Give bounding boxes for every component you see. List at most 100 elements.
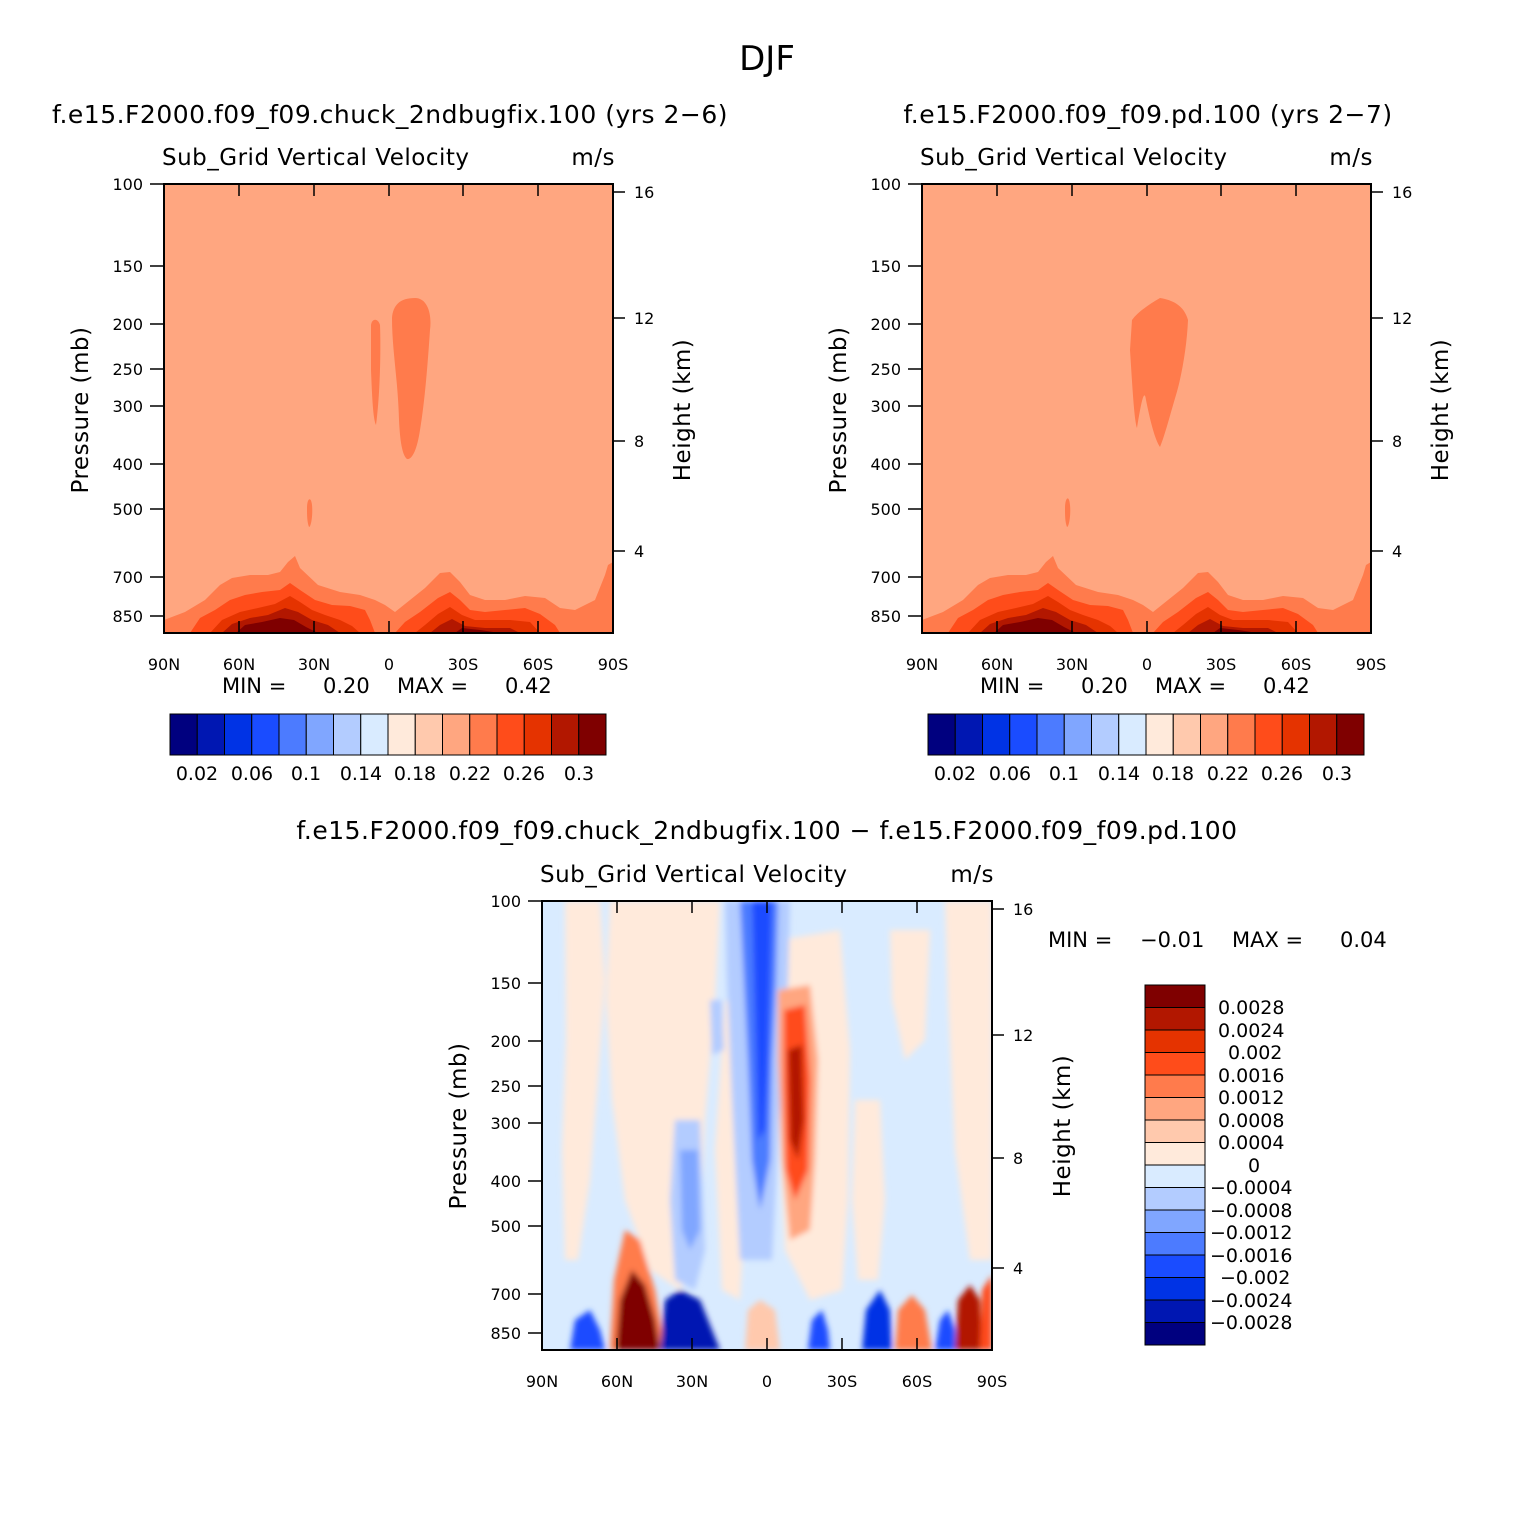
x-tick-label: 60N <box>981 655 1013 674</box>
y-tick-label: 200 <box>112 315 143 334</box>
colorbar-swatch <box>523 713 552 756</box>
colorbar-label: 0.3 <box>564 763 594 785</box>
feature-warm-band <box>562 901 605 1260</box>
x-tick-label: 30S <box>827 1372 858 1391</box>
feature-bottom-5 <box>994 618 1258 633</box>
feature-blue-jet-core <box>752 901 772 1140</box>
colorbar-swatch <box>1145 713 1174 756</box>
colorbar-swatch <box>1144 1187 1206 1211</box>
panel-title: f.e15.F2000.f09_f09.chuck_2ndbugfix.100 … <box>296 816 1237 845</box>
stats-line: MIN = 0.20 MAX = 0.42 <box>222 674 552 698</box>
colorbar-swatch <box>224 713 253 756</box>
field-label: Sub_Grid Vertical Velocity <box>540 862 848 888</box>
colorbar-label: −0.0008 <box>1210 1200 1292 1222</box>
y-tick-label: 250 <box>490 1077 521 1096</box>
colorbar-label: 0.18 <box>1152 763 1194 785</box>
y-tick-label: 150 <box>490 974 521 993</box>
x-tick-label: 60N <box>601 1372 633 1391</box>
y-tick-marks <box>528 900 542 1334</box>
figure-title: DJF <box>739 39 795 79</box>
colorbar-swatch <box>1336 713 1365 756</box>
colorbar-label: 0.0004 <box>1218 1132 1284 1154</box>
contour-features <box>562 901 992 1350</box>
x-tick-label: 90S <box>598 655 629 674</box>
x-tick-label: 60S <box>523 655 554 674</box>
feature-surface-red <box>955 1285 982 1350</box>
y-axis-left: 100 150 200 250 300 400 500 700 850 Pres… <box>68 175 164 626</box>
feature-upper-jet <box>392 298 431 460</box>
feature-surface-red <box>745 1300 780 1350</box>
colorbar-swatch <box>1227 713 1256 756</box>
colorbar-label: −0.0024 <box>1210 1290 1292 1312</box>
units-label: m/s <box>950 862 994 888</box>
colorbar-swatch <box>1254 713 1283 756</box>
colorbar-swatch <box>1144 1209 1206 1233</box>
colorbar-swatch <box>1144 1074 1206 1098</box>
colorbar-swatch <box>954 713 983 756</box>
x-tick-marks <box>163 184 614 633</box>
colorbar-label: 0.1 <box>1049 763 1079 785</box>
y-axis-right: 16 12 8 4 Height (km) <box>992 900 1076 1278</box>
y-axis-left: 100 150 200 250 300 400 500 700 850 Pres… <box>446 892 542 1343</box>
panel-3-difference: f.e15.F2000.f09_f09.chuck_2ndbugfix.100 … <box>296 816 1386 1391</box>
feature-mid-blob <box>307 499 313 527</box>
panel-title: f.e15.F2000.f09_f09.pd.100 (yrs 2−7) <box>903 100 1392 129</box>
min-label: MIN = <box>1048 928 1112 952</box>
y-tick-label: 850 <box>490 1324 521 1343</box>
panel-1: f.e15.F2000.f09_f09.chuck_2ndbugfix.100 … <box>52 100 728 785</box>
colorbar-swatch <box>496 713 525 756</box>
x-tick-marks <box>541 901 993 1350</box>
y-axis-label: Pressure (mb) <box>446 1043 472 1210</box>
x-tick-label: 0 <box>1142 655 1152 674</box>
colorbar-label: −0.0028 <box>1210 1312 1292 1334</box>
y-axis-right: 16 12 8 4 Height (km) <box>1371 183 1454 561</box>
x-tick-label: 30N <box>298 655 330 674</box>
colorbar-swatch <box>360 713 389 756</box>
y2-tick-label: 16 <box>1392 183 1412 202</box>
colorbar-swatch <box>1144 1007 1206 1031</box>
colorbar-label: 0.0024 <box>1218 1020 1284 1042</box>
panel-title: f.e15.F2000.f09_f09.chuck_2ndbugfix.100 … <box>52 100 728 129</box>
x-tick-label: 30N <box>1056 655 1088 674</box>
x-tick-label: 60N <box>223 655 255 674</box>
feature-warm-band <box>852 1100 885 1280</box>
y-tick-label: 700 <box>870 568 901 587</box>
colorbar-swatch <box>169 713 198 756</box>
x-tick-label: 30S <box>1206 655 1237 674</box>
y2-tick-marks <box>992 908 1004 1269</box>
colorbar-swatch <box>982 713 1011 756</box>
colorbar-label: 0.0012 <box>1218 1087 1284 1109</box>
colorbar-swatch <box>1144 1232 1206 1256</box>
field-label: Sub_Grid Vertical Velocity <box>920 145 1228 171</box>
colorbar-swatch <box>578 713 607 756</box>
colorbar-swatch <box>1118 713 1147 756</box>
colorbar-swatch <box>1036 713 1065 756</box>
y-tick-label: 300 <box>112 397 143 416</box>
colorbar-swatch <box>1063 713 1092 756</box>
feature-surface-blue <box>660 1290 720 1350</box>
colorbar-swatch <box>1144 1052 1206 1076</box>
colorbar-swatch <box>414 713 443 756</box>
y-tick-label: 500 <box>870 500 901 519</box>
colorbar-swatch <box>1009 713 1038 756</box>
y2-tick-label: 4 <box>1013 1259 1023 1278</box>
colorbar-swatch <box>1144 1254 1206 1278</box>
colorbar-label: 0.3 <box>1322 763 1352 785</box>
colorbar-label: 0.0008 <box>1218 1110 1284 1132</box>
colorbar-label: 0.02 <box>176 763 218 785</box>
feature-surface-blue <box>570 1310 605 1350</box>
colorbar-swatch <box>442 713 471 756</box>
y-axis-left: 100 150 200 250 300 400 500 700 850 Pres… <box>826 175 922 626</box>
x-tick-label: 0 <box>762 1372 772 1391</box>
plot-area <box>541 900 993 1351</box>
feature-upper-jet <box>1130 298 1188 447</box>
colorbar-label: −0.0016 <box>1210 1245 1292 1267</box>
y-tick-label: 400 <box>112 455 143 474</box>
y-tick-label: 850 <box>870 607 901 626</box>
feature-upper-thin <box>371 319 381 425</box>
y2-tick-label: 4 <box>1392 542 1402 561</box>
colorbar: 0.02 0.06 0.1 0.14 0.18 0.22 0.26 0.3 <box>169 713 607 785</box>
colorbar-label: 0.14 <box>1098 763 1140 785</box>
colorbar-swatch <box>1144 1277 1206 1301</box>
